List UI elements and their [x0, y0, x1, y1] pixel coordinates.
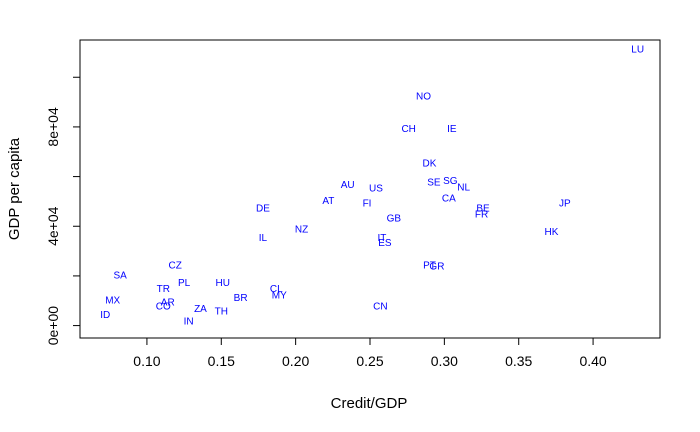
data-point-label: DE	[256, 203, 270, 214]
data-point-label: AT	[322, 196, 334, 207]
data-point-label: BE	[476, 203, 490, 214]
data-point-label: AR	[161, 298, 175, 309]
data-point-label: NO	[416, 92, 431, 103]
data-point-label: HK	[544, 227, 558, 238]
data-point-label: BR	[234, 293, 248, 304]
x-tick-label: 0.25	[356, 353, 383, 369]
y-axis-ticks: 0e+00 4e+04 8e+04	[45, 76, 80, 346]
data-point-label: GB	[387, 213, 402, 224]
data-point-label: CO	[156, 301, 171, 312]
data-point-label: FI	[363, 198, 372, 209]
data-point-label: US	[369, 184, 383, 195]
data-point-label: ID	[100, 310, 110, 321]
data-point-label: CN	[373, 301, 387, 312]
x-tick-label: 0.40	[579, 353, 606, 369]
data-point-label: AU	[341, 180, 355, 191]
y-tick-label: 4e+04	[45, 206, 61, 246]
data-point-label: NL	[457, 182, 470, 193]
y-axis-title: GDP per capita	[6, 137, 23, 240]
data-point-label: GR	[429, 262, 444, 273]
data-point-label: ZA	[194, 304, 207, 315]
y-tick-label: 8e+04	[45, 107, 61, 147]
data-point-label: IN	[184, 316, 194, 327]
data-point-label: IT	[377, 233, 386, 244]
data-point-label: ES	[378, 238, 392, 249]
data-point-label: MY	[272, 290, 287, 301]
data-point-label: TR	[157, 284, 170, 295]
data-point-label: MX	[105, 295, 120, 306]
data-point-label: CA	[442, 193, 456, 204]
x-tick-label: 0.30	[431, 353, 458, 369]
y-tick-label: 0e+00	[45, 306, 61, 346]
data-point-label: PL	[178, 278, 191, 289]
data-point-label: CH	[401, 124, 415, 135]
x-tick-label: 0.35	[505, 353, 532, 369]
x-tick-label: 0.15	[208, 353, 235, 369]
x-axis-title: Credit/GDP	[331, 395, 408, 412]
x-tick-label: 0.10	[133, 353, 160, 369]
data-point-label: TH	[215, 306, 228, 317]
data-point-label: IE	[447, 124, 457, 135]
data-point-label: LU	[631, 44, 644, 55]
data-point-label: JP	[559, 198, 571, 209]
data-point-label: IL	[259, 233, 268, 244]
data-point-label: HU	[216, 278, 230, 289]
data-point-label: FR	[475, 210, 488, 221]
data-point-label: DK	[423, 159, 437, 170]
data-point-label: NZ	[295, 224, 308, 235]
data-point-label: SA	[113, 270, 127, 281]
data-point-label: SG	[443, 176, 458, 187]
x-axis-ticks: 0.10 0.15 0.20 0.25 0.30 0.35 0.40	[133, 338, 607, 369]
data-point-label: SE	[427, 177, 441, 188]
data-point-label: PT	[423, 260, 436, 271]
data-point-label: CZ	[169, 260, 182, 271]
x-tick-label: 0.20	[282, 353, 309, 369]
data-point-label: CL	[270, 284, 283, 295]
